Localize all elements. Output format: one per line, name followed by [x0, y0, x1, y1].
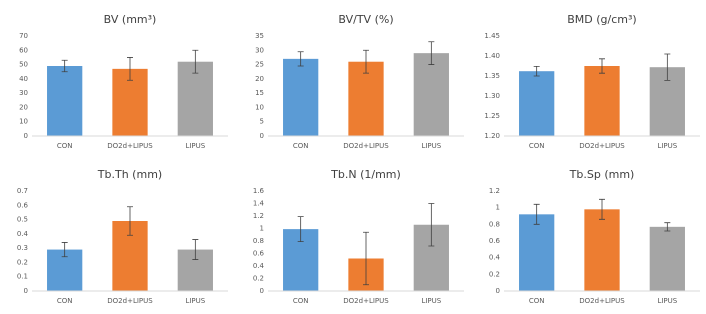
y-tick-label: 1.6: [253, 187, 265, 195]
x-tick-label: LIPUS: [657, 142, 677, 150]
y-tick-label: 0.3: [17, 244, 28, 252]
y-tick-label: 10: [255, 103, 264, 111]
bar: [519, 214, 555, 291]
error-bar: [664, 222, 671, 232]
x-tick-label: DO2d+LIPUS: [343, 297, 389, 305]
x-tick-label: DO2d+LIPUS: [579, 142, 625, 150]
y-tick-label: 1.2: [489, 187, 500, 195]
bar: [584, 209, 620, 291]
error-bar: [533, 203, 540, 225]
error-bar: [363, 49, 369, 74]
y-tick-label: 0: [24, 132, 28, 140]
chart-title: BV/TV (%): [338, 13, 393, 26]
y-tick-label: 1.35: [484, 72, 500, 80]
y-tick-label: 10: [19, 118, 28, 126]
y-tick-label: 50: [19, 61, 28, 69]
y-tick-label: 20: [19, 103, 28, 111]
x-tick-label: LIPUS: [421, 142, 441, 150]
y-tick-label: 1.2: [253, 212, 264, 220]
x-tick-label: DO2d+LIPUS: [107, 142, 153, 150]
x-tick-label: CON: [293, 297, 309, 305]
y-tick-label: 1: [496, 204, 500, 212]
y-tick-label: 0: [496, 287, 500, 295]
bar: [283, 58, 319, 136]
y-tick-label: 0.5: [17, 216, 28, 224]
y-tick-label: 30: [19, 89, 28, 97]
y-tick-label: 1.25: [484, 112, 500, 120]
x-tick-label: LIPUS: [185, 142, 205, 150]
x-tick-label: CON: [529, 142, 545, 150]
y-tick-label: 5: [260, 118, 264, 126]
bar: [584, 66, 620, 136]
error-bar: [664, 53, 671, 81]
error-bar: [599, 198, 605, 220]
bar: [413, 53, 449, 137]
error-bar: [297, 216, 304, 243]
y-tick-label: 0.2: [489, 270, 500, 278]
bar: [177, 61, 213, 136]
chart-title: Tb.Th (mm): [97, 168, 162, 181]
error-bar: [533, 66, 540, 77]
y-tick-label: 1.4: [253, 200, 265, 208]
y-tick-label: 0.6: [17, 201, 29, 209]
x-tick-label: DO2d+LIPUS: [343, 142, 389, 150]
y-tick-label: 0.4: [489, 254, 501, 262]
error-bar: [192, 239, 199, 260]
y-tick-label: 0.6: [253, 250, 265, 258]
error-bar: [127, 57, 133, 81]
error-bar: [127, 206, 133, 236]
y-tick-label: 0.7: [17, 187, 28, 195]
y-tick-label: 1.30: [484, 92, 500, 100]
y-tick-label: 0.1: [17, 273, 28, 281]
x-tick-label: LIPUS: [421, 297, 441, 305]
y-tick-label: 0.8: [253, 237, 264, 245]
y-tick-label: 0.4: [17, 230, 29, 238]
y-tick-label: 60: [19, 46, 28, 54]
bar: [519, 71, 555, 136]
y-tick-label: 0.2: [17, 258, 28, 266]
x-tick-label: CON: [293, 142, 309, 150]
x-tick-label: CON: [529, 297, 545, 305]
bar: [47, 66, 83, 136]
y-tick-label: 20: [255, 75, 264, 83]
y-tick-label: 1.20: [484, 132, 500, 140]
x-tick-label: DO2d+LIPUS: [107, 297, 153, 305]
bar: [348, 61, 384, 136]
x-tick-label: CON: [57, 142, 73, 150]
error-bar: [61, 59, 68, 73]
y-tick-label: 0: [24, 287, 28, 295]
x-tick-label: CON: [57, 297, 73, 305]
y-tick-label: 0.4: [253, 262, 265, 270]
y-tick-label: 30: [255, 46, 264, 54]
chart-title: BV (mm³): [104, 13, 157, 26]
error-bar: [428, 41, 435, 65]
error-bar: [599, 58, 605, 74]
y-tick-label: 1: [260, 225, 264, 233]
x-tick-label: LIPUS: [185, 297, 205, 305]
y-tick-label: 1.45: [484, 32, 500, 40]
y-tick-label: 25: [255, 61, 264, 69]
chart-title: Tb.N (1/mm): [330, 168, 401, 181]
y-tick-label: 35: [255, 32, 264, 40]
y-tick-label: 0.8: [489, 220, 500, 228]
y-tick-label: 15: [255, 89, 264, 97]
error-bar: [61, 242, 68, 258]
y-tick-label: 70: [19, 32, 28, 40]
y-tick-label: 0.2: [253, 275, 264, 283]
y-tick-label: 1.40: [484, 52, 500, 60]
error-bar: [297, 51, 304, 67]
error-bar: [363, 231, 369, 286]
y-tick-label: 0: [260, 287, 264, 295]
chart-title: BMD (g/cm³): [567, 13, 636, 26]
x-tick-label: LIPUS: [657, 297, 677, 305]
error-bar: [192, 49, 199, 74]
bar: [649, 226, 685, 291]
y-tick-label: 0: [260, 132, 264, 140]
error-bar: [428, 203, 435, 247]
y-tick-label: 40: [19, 75, 28, 83]
y-tick-label: 0.6: [489, 237, 501, 245]
x-tick-label: DO2d+LIPUS: [579, 297, 625, 305]
chart-title: Tb.Sp (mm): [569, 168, 635, 181]
